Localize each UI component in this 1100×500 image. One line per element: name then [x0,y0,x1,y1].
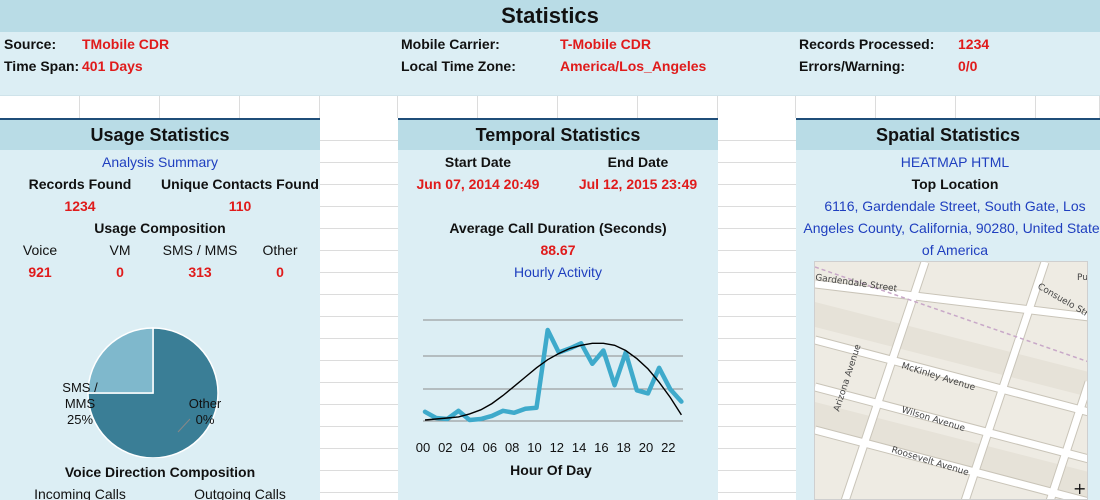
heatmap-html-link[interactable]: HEATMAP HTML [900,154,1010,170]
map-cross-icon: + [1073,479,1086,498]
timezone-value: America/Los_Angeles [560,58,707,74]
carrier-value: T-Mobile CDR [560,36,651,52]
page-title: Statistics [0,0,1100,32]
top-location-address-line1[interactable]: 6116, Gardendale Street, South Gate, Los [824,198,1086,214]
pie-leader-line [177,418,191,433]
voice-direction-label: Voice Direction Composition [64,464,256,480]
pie-label-other: Other 0% [189,396,222,427]
hourly-activity-chart: 00 02 04 06 08 10 12 14 16 18 20 22 Hour Of Day [416,319,684,478]
x-tick-label: 18 [616,440,630,455]
x-tick-label: 02 [438,440,452,455]
x-axis-label: Hour Of Day [510,462,592,478]
x-tick-label: 16 [594,440,608,455]
end-date-value: Jul 12, 2015 23:49 [578,176,698,192]
other-value: 0 [276,264,284,280]
carrier-label: Mobile Carrier: [401,36,500,52]
outgoing-calls-label: Outgoing Calls [194,486,286,500]
top-location-label: Top Location [911,176,999,192]
x-tick-label: 20 [639,440,653,455]
map-street-pu: Pu [1077,273,1088,283]
usage-statistics-panel: Usage Statistics Analysis Summary Record… [0,118,320,500]
x-tick-label: 22 [661,440,675,455]
start-date-value: Jun 07, 2014 20:49 [416,176,540,192]
pie-label-sms-mms: SMS / MMS 25% [62,380,98,427]
sms-label: SMS / MMS [162,242,238,258]
usage-composition-label: Usage Composition [94,220,226,236]
spreadsheet-gap-2 [718,118,796,500]
spreadsheet-grid-row [0,96,1100,118]
x-tick-label: 14 [572,440,586,455]
other-label: Other [262,242,298,258]
spatial-heading: Spatial Statistics [796,120,1100,150]
trend-line [424,342,682,421]
end-date-label: End Date [607,154,669,170]
timespan-value: 401 Days [82,58,143,74]
sms-value: 313 [188,264,212,280]
spreadsheet-gap-1 [320,118,398,500]
analysis-summary-link[interactable]: Analysis Summary [102,154,218,170]
x-tick-label: 04 [460,440,474,455]
hourly-activity-link[interactable]: Hourly Activity [514,264,602,280]
avg-call-duration-value: 88.67 [540,242,576,258]
unique-contacts-label: Unique Contacts Found [161,176,319,192]
temporal-heading: Temporal Statistics [398,120,718,150]
timespan-label: Time Span: [4,58,80,74]
unique-contacts-value: 110 [228,198,252,214]
top-location-address-line3[interactable]: of America [921,242,989,258]
x-tick-label: 00 [416,440,430,455]
records-processed-value: 1234 [958,36,990,52]
usage-heading: Usage Statistics [0,120,320,150]
x-tick-label: 10 [527,440,541,455]
voice-value: 921 [28,264,52,280]
vm-value: 0 [116,264,124,280]
avg-call-duration-label: Average Call Duration (Seconds) [449,220,667,236]
top-location-address-line2[interactable]: Angeles County, California, 90280, Unite… [803,220,1100,236]
temporal-statistics-panel: Temporal Statistics Start Date End Date … [398,118,718,500]
location-map[interactable]: Gardendale Street Consuelo Street McKinl… [814,261,1088,500]
records-found-value: 1234 [64,198,96,214]
x-tick-label: 06 [483,440,497,455]
map-streets: Gardendale Street Consuelo Street McKinl… [815,262,1088,499]
vm-label: VM [109,242,131,258]
pie-slice-sms-mms [87,327,154,394]
hourly-activity-line [422,327,684,423]
pie-slice-voice [87,327,219,458]
source-value: TMobile CDR [82,36,170,52]
incoming-calls-label: Incoming Calls [34,486,126,500]
records-processed-label: Records Processed: [799,36,935,52]
x-tick-label: 12 [550,440,564,455]
voice-label: Voice [22,242,58,258]
errors-label: Errors/Warning: [799,58,906,74]
records-found-label: Records Found [28,176,132,192]
errors-value: 0/0 [958,58,978,74]
source-label: Source: [4,36,57,52]
x-tick-label: 08 [505,440,519,455]
start-date-label: Start Date [444,154,512,170]
meta-info: Source: TMobile CDR Time Span: 401 Days … [0,32,1100,96]
timezone-label: Local Time Zone: [401,58,516,74]
